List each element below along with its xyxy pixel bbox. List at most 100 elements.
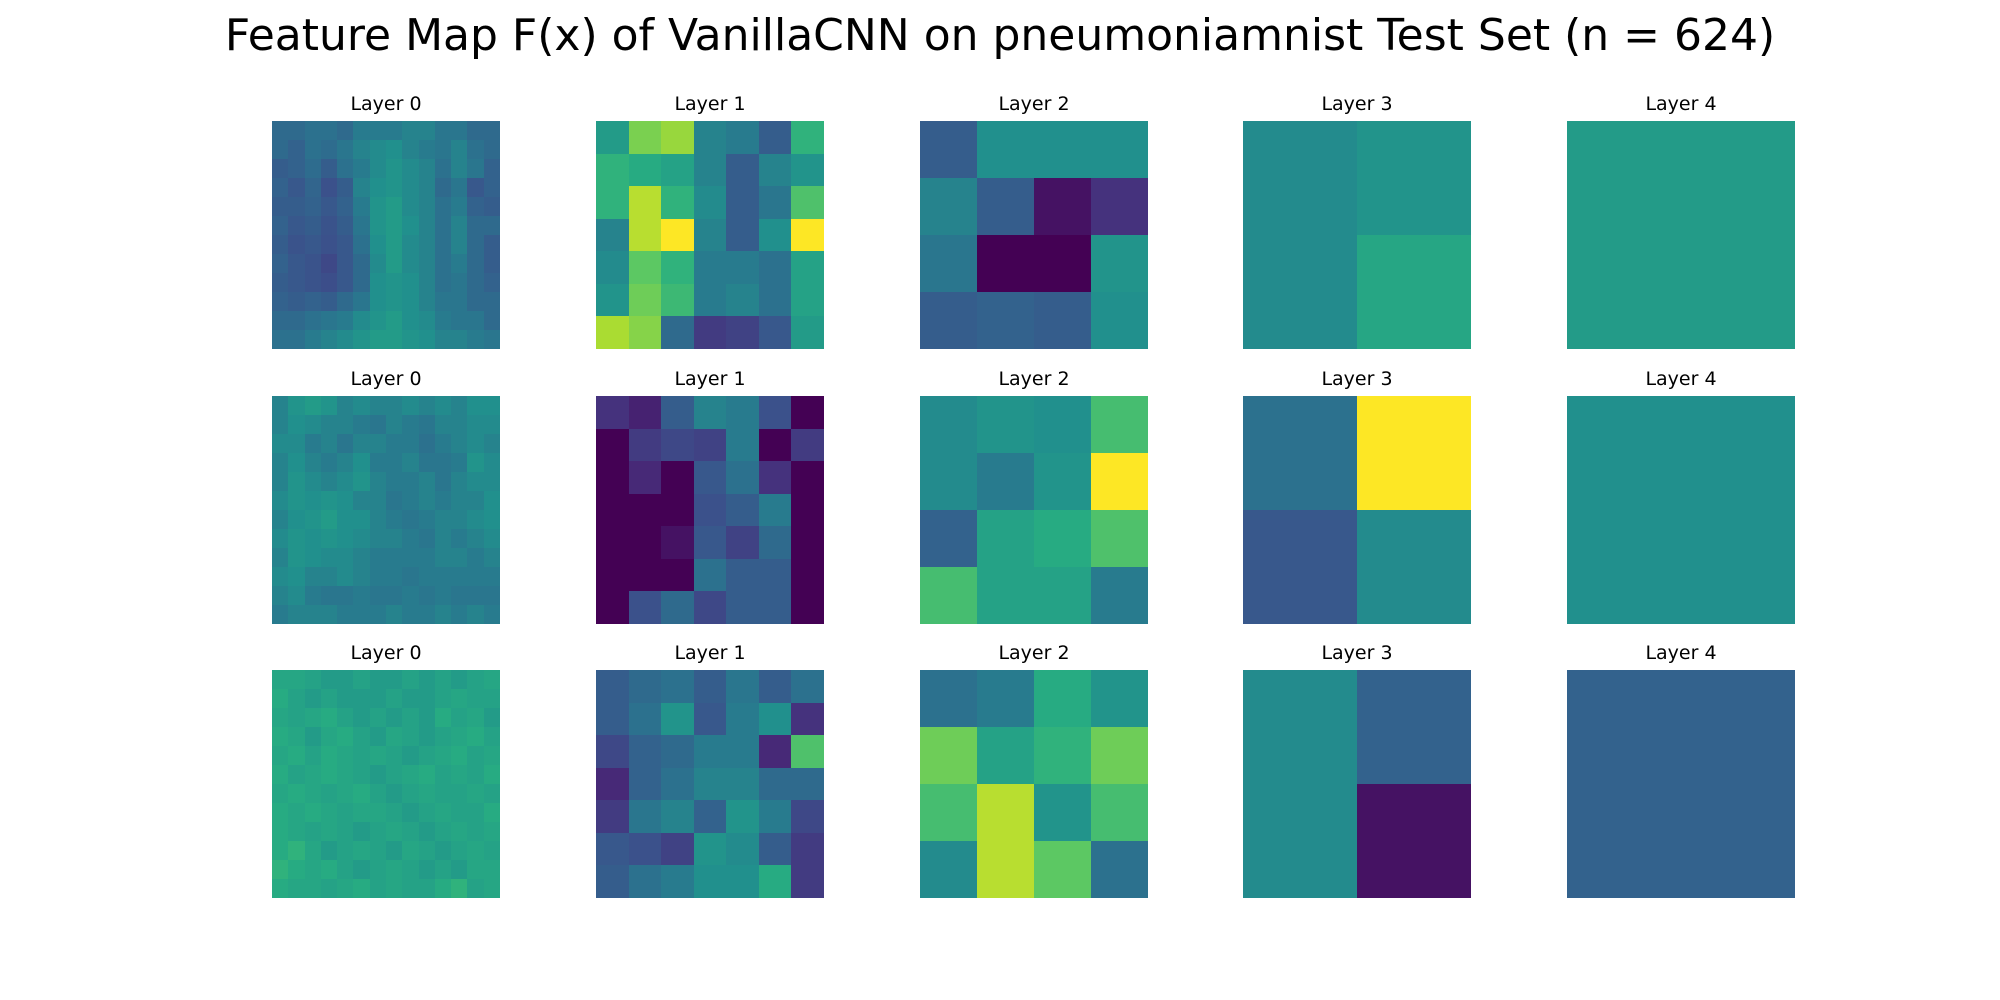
- heatmap-cell: [435, 140, 451, 159]
- heatmap-cell: [321, 586, 337, 605]
- heatmap-cell: [321, 822, 337, 841]
- heatmap-cell: [759, 800, 791, 833]
- heatmap-cell: [467, 453, 484, 472]
- heatmap-cell: [386, 472, 402, 491]
- heatmap-cell: [305, 121, 321, 140]
- heatmap-cell: [467, 689, 484, 708]
- heatmap-cell: [272, 510, 288, 529]
- heatmap-cell: [305, 548, 321, 567]
- heatmap-cell: [629, 219, 661, 251]
- heatmap-cell: [402, 548, 419, 567]
- heatmap-cell: [370, 670, 386, 689]
- heatmap-cell: [484, 605, 500, 624]
- heatmap-cell: [305, 140, 321, 159]
- heatmap-cell: [419, 121, 435, 140]
- heatmap-cell: [467, 765, 484, 784]
- heatmap-cell: [321, 434, 337, 453]
- heatmap-cell: [435, 254, 451, 273]
- heatmap-cell: [484, 879, 500, 898]
- heatmap-cell: [288, 510, 305, 529]
- heatmap-cell: [1034, 567, 1091, 624]
- heatmap-cell: [451, 765, 467, 784]
- heatmap-cell: [305, 803, 321, 822]
- heatmap-cell: [977, 292, 1034, 349]
- panel-title: Layer 0: [350, 368, 422, 390]
- figure-title: Feature Map F(x) of VanillaCNN on pneumo…: [224, 10, 1776, 61]
- heatmap-cell: [370, 292, 386, 311]
- heatmap-cell: [451, 605, 467, 624]
- heatmap-cell: [596, 121, 629, 154]
- heatmap-cell: [1243, 121, 1357, 235]
- heatmap-cell: [337, 860, 353, 879]
- heatmap-cell: [419, 670, 435, 689]
- heatmap-cell: [288, 491, 305, 510]
- heatmap-cell: [661, 833, 694, 865]
- heatmap-cell: [288, 567, 305, 586]
- heatmap-cell: [694, 154, 726, 186]
- heatmap-cell: [419, 605, 435, 624]
- heatmap-cell: [484, 491, 500, 510]
- heatmap-cell: [451, 453, 467, 472]
- heatmap-cell: [402, 803, 419, 822]
- heatmap-cell: [435, 548, 451, 567]
- heatmap-cell: [370, 689, 386, 708]
- heatmap-cell: [272, 235, 288, 254]
- heatmap-cell: [451, 548, 467, 567]
- heatmap-cell: [791, 591, 824, 624]
- heatmap-cell: [661, 526, 694, 559]
- heatmap-cell: [272, 491, 288, 510]
- heatmap-cell: [920, 121, 977, 178]
- heatmap-cell: [484, 586, 500, 605]
- heatmap-cell: [1243, 510, 1357, 624]
- heatmap-cell: [661, 800, 694, 833]
- heatmap-cell: [386, 822, 402, 841]
- heatmap-cell: [1091, 727, 1148, 784]
- heatmap-cell: [435, 453, 451, 472]
- heatmap-cell: [920, 567, 977, 624]
- heatmap-cell: [305, 879, 321, 898]
- heatmap-cell: [484, 434, 500, 453]
- heatmap-cell: [272, 548, 288, 567]
- heatmap-cell: [435, 708, 451, 727]
- heatmap-cell: [484, 121, 500, 140]
- heatmap-cell: [386, 396, 402, 415]
- heatmap-cell: [629, 154, 661, 186]
- heatmap-cell: [629, 768, 661, 800]
- heatmap-cell: [1357, 235, 1471, 349]
- heatmap-cell: [435, 330, 451, 349]
- heatmap-cell: [272, 415, 288, 434]
- heatmap-cell: [661, 461, 694, 494]
- heatmap-cell: [467, 396, 484, 415]
- heatmap-cell: [321, 330, 337, 349]
- heatmap-panel: [596, 670, 824, 898]
- heatmap-cell: [484, 415, 500, 434]
- heatmap-cell: [402, 708, 419, 727]
- heatmap-cell: [337, 178, 353, 197]
- heatmap-cell: [288, 586, 305, 605]
- heatmap-cell: [419, 567, 435, 586]
- heatmap-cell: [353, 292, 370, 311]
- heatmap-panel: [1567, 121, 1795, 349]
- heatmap-cell: [1034, 510, 1091, 567]
- heatmap-cell: [386, 548, 402, 567]
- heatmap-cell: [484, 197, 500, 216]
- heatmap-cell: [629, 251, 661, 284]
- heatmap-panel: [272, 396, 500, 624]
- heatmap-cell: [435, 586, 451, 605]
- heatmap-cell: [759, 833, 791, 865]
- heatmap-cell: [402, 586, 419, 605]
- heatmap-cell: [353, 689, 370, 708]
- heatmap-cell: [435, 491, 451, 510]
- heatmap-cell: [451, 510, 467, 529]
- heatmap-cell: [435, 879, 451, 898]
- heatmap-cell: [321, 689, 337, 708]
- heatmap-cell: [419, 765, 435, 784]
- heatmap-cell: [419, 434, 435, 453]
- heatmap-cell: [353, 140, 370, 159]
- heatmap-panel: [920, 396, 1148, 624]
- heatmap-cell: [1091, 670, 1148, 727]
- heatmap-cell: [1357, 121, 1471, 235]
- heatmap-cell: [321, 216, 337, 235]
- heatmap-cell: [1034, 784, 1091, 841]
- heatmap-cell: [386, 860, 402, 879]
